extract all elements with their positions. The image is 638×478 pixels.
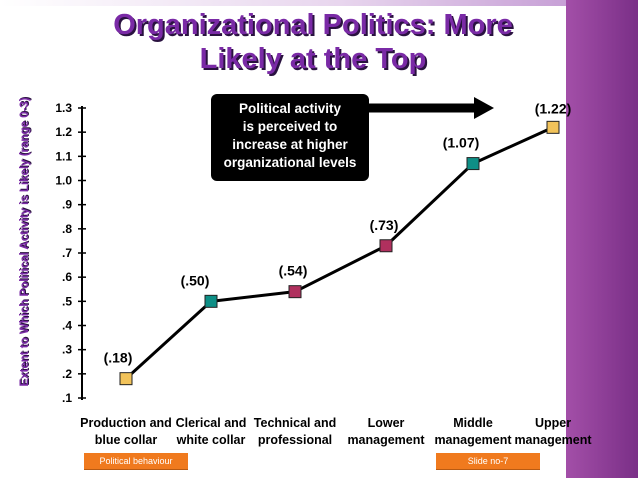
slide-title-line2: Likely at the Top <box>199 43 427 75</box>
x-category-label: management <box>347 433 425 447</box>
y-tick-label: 1.2 <box>55 125 72 139</box>
data-label: (.50) <box>181 272 210 288</box>
y-tick-label: 1.0 <box>55 174 72 188</box>
x-category-label: blue collar <box>95 433 158 447</box>
x-category-label: professional <box>258 433 332 447</box>
data-label: (1.22) <box>535 100 572 116</box>
annotation-text: is perceived to <box>243 119 338 134</box>
y-tick-label: .8 <box>62 222 72 236</box>
data-label: (.73) <box>370 217 399 233</box>
top-decor-band <box>0 0 566 6</box>
y-tick-label: .2 <box>62 367 72 381</box>
slide-title-line1: Organizational Politics: More <box>113 9 513 41</box>
annotation-text: organizational levels <box>224 155 357 170</box>
x-category-label: Technical and <box>254 416 336 430</box>
y-tick-label: .7 <box>62 246 72 260</box>
y-tick-label: .3 <box>62 343 72 357</box>
annotation-text: increase at higher <box>232 137 348 152</box>
x-category-label: Production and <box>80 416 172 430</box>
y-tick-label: .5 <box>62 294 72 308</box>
data-point-marker <box>546 120 560 134</box>
y-tick-label: 1.3 <box>55 101 72 115</box>
right-decor-band <box>566 0 638 478</box>
y-tick-label: .1 <box>62 391 72 405</box>
x-category-label: Lower <box>368 416 405 430</box>
x-category-label: Upper <box>535 416 571 430</box>
y-tick-label: .6 <box>62 270 72 284</box>
data-point-marker <box>204 294 218 308</box>
footer-left-label: Political behaviour <box>84 453 188 470</box>
x-category-label: management <box>434 433 512 447</box>
annotation-text: Political activity <box>239 101 342 116</box>
data-line-series <box>124 125 554 380</box>
slide-title: Organizational Politics: More Likely at … <box>60 8 566 76</box>
annotation-box <box>211 94 369 181</box>
annotation-arrowhead <box>474 97 494 119</box>
y-tick-label: .9 <box>62 198 72 212</box>
x-category-label: management <box>514 433 592 447</box>
data-point-marker <box>288 285 302 299</box>
data-point-marker <box>466 157 480 171</box>
x-category-label: Clerical and <box>176 416 247 430</box>
footer-right-label: Slide no-7 <box>436 453 540 470</box>
x-category-label: white collar <box>176 433 246 447</box>
data-label: (1.07) <box>443 135 480 151</box>
data-point-marker <box>119 372 133 386</box>
x-category-label: Middle <box>453 416 493 430</box>
y-tick-label: .4 <box>62 319 72 333</box>
y-tick-label: 1.1 <box>55 149 72 163</box>
data-label: (.18) <box>104 350 133 366</box>
data-label: (.54) <box>279 263 308 279</box>
data-point-marker <box>379 239 393 253</box>
